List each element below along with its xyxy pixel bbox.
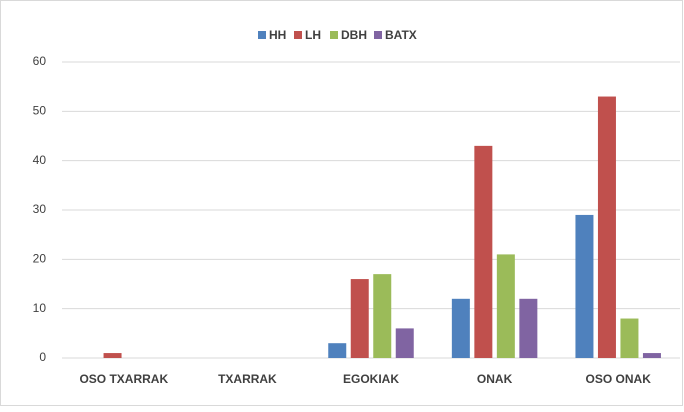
y-tick-label: 40 xyxy=(33,153,47,167)
legend-swatch xyxy=(258,31,266,39)
x-tick-label: ONAK xyxy=(477,372,513,386)
bar xyxy=(451,298,470,358)
bar xyxy=(474,145,493,358)
bar xyxy=(395,328,414,358)
bar xyxy=(103,353,122,358)
bar xyxy=(642,353,661,358)
y-tick-label: 60 xyxy=(33,54,47,68)
x-tick-label: OSO TXARRAK xyxy=(79,372,168,386)
y-tick-label: 50 xyxy=(33,104,47,118)
legend-label: HH xyxy=(269,28,286,42)
bar xyxy=(575,214,594,358)
y-tick-label: 0 xyxy=(39,350,46,364)
x-tick-label: EGOKIAK xyxy=(343,372,399,386)
legend-swatch xyxy=(374,31,382,39)
y-tick-label: 30 xyxy=(33,202,47,216)
legend-label: DBH xyxy=(341,28,367,42)
legend-swatch xyxy=(294,31,302,39)
bar xyxy=(328,343,347,358)
bar xyxy=(373,274,392,358)
bar xyxy=(350,279,369,358)
legend-label: BATX xyxy=(385,28,417,42)
y-tick-label: 10 xyxy=(33,301,47,315)
legend-swatch xyxy=(330,31,338,39)
y-tick-label: 20 xyxy=(33,252,47,266)
bar xyxy=(597,96,616,359)
x-tick-label: TXARRAK xyxy=(218,372,277,386)
bar xyxy=(620,318,639,358)
legend-label: LH xyxy=(305,28,321,42)
bar xyxy=(496,254,515,358)
x-tick-label: OSO ONAK xyxy=(586,372,652,386)
bar xyxy=(519,298,538,358)
